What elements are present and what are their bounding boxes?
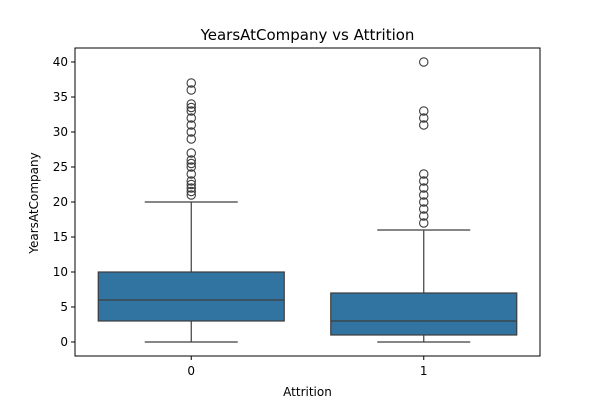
outlier-point — [418, 211, 429, 221]
outlier-point — [186, 99, 197, 109]
chart-title: YearsAtCompany vs Attrition — [200, 26, 415, 44]
outlier-point — [418, 183, 429, 193]
outlier-point — [186, 120, 197, 130]
outlier-point — [418, 176, 429, 186]
outlier-point — [186, 176, 197, 186]
outlier-point — [418, 113, 429, 123]
outlier-point — [186, 186, 197, 197]
plot-area: 0 5 10 15 20 25 30 35 40 0 1 — [53, 47, 541, 378]
y-tick-label: 30 — [53, 125, 68, 139]
y-axis-label: YearsAtCompany — [27, 152, 41, 254]
outlier-point — [186, 179, 197, 190]
box-iqr — [330, 292, 518, 336]
outlier-point — [418, 169, 429, 179]
outlier-point — [418, 106, 429, 116]
y-tick-label: 20 — [53, 195, 68, 209]
y-tick-label: 40 — [53, 55, 68, 69]
outlier-point — [186, 169, 197, 179]
outlier-point — [418, 204, 429, 214]
y-tick-label: 25 — [53, 160, 68, 174]
outlier-point — [186, 155, 197, 165]
outlier-point — [418, 57, 429, 67]
outlier-point — [186, 158, 197, 169]
outlier-point — [186, 134, 197, 144]
outlier-point — [186, 148, 197, 158]
outlier-point — [186, 190, 197, 200]
x-axis-label: Attrition — [283, 385, 332, 399]
outlier-point — [186, 102, 197, 113]
box-iqr — [97, 271, 285, 322]
y-tick-label: 5 — [60, 300, 68, 314]
outlier-point — [186, 106, 197, 116]
x-tick-label: 0 — [187, 364, 195, 378]
y-tick-label: 10 — [53, 265, 68, 279]
outlier-point — [186, 85, 197, 95]
outlier-point — [186, 78, 197, 88]
outlier-point — [418, 197, 429, 207]
outlier-point — [186, 113, 197, 123]
y-tick-label: 35 — [53, 90, 68, 104]
outlier-point — [186, 183, 197, 193]
y-tick-label: 0 — [60, 335, 68, 349]
outlier-point — [418, 190, 429, 200]
outlier-point — [186, 127, 197, 137]
outlier-point — [418, 218, 429, 228]
y-tick-label: 15 — [53, 230, 68, 244]
plot-frame — [74, 47, 541, 357]
outlier-point — [186, 162, 197, 172]
outlier-point — [418, 120, 429, 130]
x-tick-label: 1 — [420, 364, 428, 378]
